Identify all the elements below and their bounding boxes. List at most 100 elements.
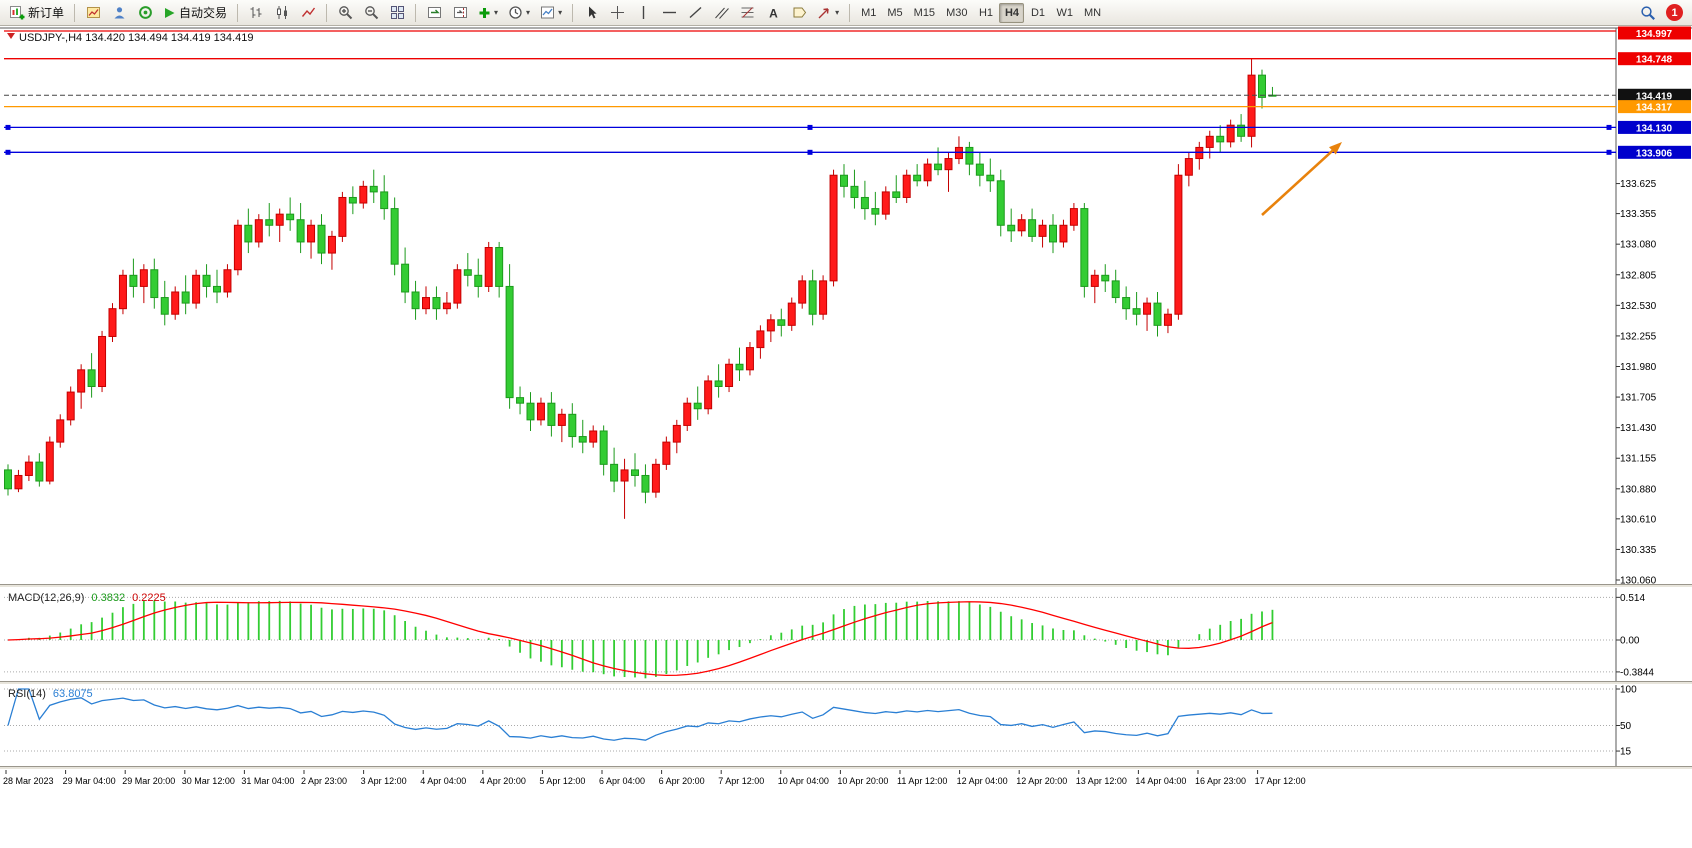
chart-shift-icon — [453, 5, 468, 20]
svg-text:131.155: 131.155 — [1620, 454, 1657, 465]
new-order-button[interactable]: 新订单 — [5, 2, 68, 24]
vertical-line-tool-button[interactable] — [631, 2, 655, 24]
cursor-tool-button[interactable] — [579, 2, 603, 24]
template-button[interactable]: ▾ — [536, 2, 566, 24]
chart-info-text: USDJPY-,H4 134.420 134.494 134.419 134.4… — [19, 32, 253, 44]
splitter-macd[interactable] — [0, 584, 1692, 588]
crosshair-tool-button[interactable] — [605, 2, 629, 24]
svg-text:133.625: 133.625 — [1620, 179, 1657, 190]
market-watch-button[interactable] — [133, 2, 157, 24]
svg-text:16 Apr 23:00: 16 Apr 23:00 — [1195, 776, 1246, 786]
svg-text:7 Apr 12:00: 7 Apr 12:00 — [718, 776, 764, 786]
add-indicator-icon — [478, 6, 491, 20]
crosshair-icon — [610, 5, 625, 20]
text-tool-button[interactable]: A — [761, 2, 785, 24]
auto-trading-button[interactable]: 自动交易 — [159, 2, 231, 24]
svg-text:6 Apr 04:00: 6 Apr 04:00 — [599, 776, 645, 786]
candlestick-mode-button[interactable] — [270, 2, 294, 24]
timeframe-m5-button[interactable]: M5 — [887, 6, 903, 19]
svg-text:131.980: 131.980 — [1620, 362, 1657, 373]
trendline-tool-button[interactable] — [683, 2, 707, 24]
toolbar-separator — [849, 3, 851, 22]
zoom-in-button[interactable] — [333, 2, 357, 24]
tile-windows-icon — [390, 5, 405, 20]
timeframe-m1-button[interactable]: M1 — [861, 6, 877, 19]
svg-text:31 Mar 04:00: 31 Mar 04:00 — [241, 776, 294, 786]
timeframe-h1-button[interactable]: H1 — [978, 6, 993, 19]
rsi-label: RSI(14) 63.8075 — [8, 688, 93, 700]
candlestick-chart-icon — [275, 5, 290, 20]
svg-text:130.610: 130.610 — [1620, 514, 1657, 525]
timeframe-h4-button[interactable]: H4 — [999, 2, 1025, 23]
timeframe-mn-button[interactable]: MN — [1083, 6, 1102, 19]
fibonacci-icon — [740, 5, 755, 20]
new-chart-button[interactable] — [81, 2, 105, 24]
svg-text:134.130: 134.130 — [1636, 123, 1673, 134]
svg-text:6 Apr 20:00: 6 Apr 20:00 — [659, 776, 705, 786]
template-icon — [540, 5, 555, 20]
rsi-panel[interactable]: 100 50 15 RSI(14) 63.8075 — [4, 685, 1637, 758]
horizontal-line-tool-button[interactable] — [657, 2, 681, 24]
label-tag-icon — [792, 5, 807, 20]
channel-tool-button[interactable] — [709, 2, 733, 24]
add-indicator-button[interactable]: ▾ — [474, 2, 502, 24]
fibonacci-tool-button[interactable] — [735, 2, 759, 24]
svg-text:-0.3844: -0.3844 — [1620, 667, 1654, 678]
time-axis[interactable]: 28 Mar 2023 29 Mar 04:00 29 Mar 20:00 30 Ma… — [3, 770, 1306, 786]
price-label-box — [1618, 120, 1691, 134]
chart-shift-button[interactable] — [448, 2, 472, 24]
svg-text:5 Apr 12:00: 5 Apr 12:00 — [539, 776, 585, 786]
price-label-box — [1618, 52, 1691, 66]
svg-text:10 Apr 04:00: 10 Apr 04:00 — [778, 776, 829, 786]
trendline-icon — [688, 5, 703, 20]
notification-badge[interactable]: 1 — [1666, 4, 1683, 21]
vertical-line-icon — [639, 5, 648, 20]
zoom-in-icon — [338, 5, 353, 20]
svg-text:133.906: 133.906 — [1636, 148, 1673, 159]
line-chart-mode-button[interactable] — [296, 2, 320, 24]
zoom-out-button[interactable] — [359, 2, 383, 24]
tile-windows-button[interactable] — [385, 2, 409, 24]
svg-text:133.080: 133.080 — [1620, 240, 1657, 251]
search-button[interactable] — [1636, 2, 1660, 24]
timeframe-m15-button[interactable]: M15 — [913, 6, 936, 19]
svg-text:130.335: 130.335 — [1620, 545, 1657, 556]
trend-arrow-annotation[interactable] — [1261, 142, 1342, 216]
period-selector-button[interactable]: ▾ — [504, 2, 534, 24]
price-label-box — [1618, 88, 1691, 102]
svg-text:12 Apr 04:00: 12 Apr 04:00 — [957, 776, 1008, 786]
toolbar-separator — [572, 3, 574, 22]
timeframe-w1-button[interactable]: W1 — [1056, 6, 1073, 19]
splitter-rsi[interactable] — [0, 681, 1692, 685]
svg-text:3 Apr 12:00: 3 Apr 12:00 — [361, 776, 407, 786]
svg-text:131.705: 131.705 — [1620, 393, 1657, 404]
shapes-tool-button[interactable]: ▾ — [813, 2, 843, 24]
timeframe-m30-button[interactable]: M30 — [946, 6, 968, 19]
timeframe-d1-button[interactable]: D1 — [1030, 6, 1045, 19]
svg-text:17 Apr 12:00: 17 Apr 12:00 — [1255, 776, 1306, 786]
svg-text:2 Apr 23:00: 2 Apr 23:00 — [301, 776, 347, 786]
svg-text:A: A — [769, 6, 778, 20]
profiles-button[interactable] — [107, 2, 131, 24]
splitter-time-axis[interactable] — [0, 766, 1692, 770]
price-axis[interactable]: 133.625 133.355 133.080 132.805 132.530 132.2… — [1616, 179, 1657, 586]
chart-plot-area[interactable] — [0, 28, 1616, 584]
bar-chart-mode-button[interactable] — [244, 2, 268, 24]
market-watch-icon — [138, 5, 153, 20]
text-label-tool-button[interactable] — [787, 2, 811, 24]
svg-text:0.514: 0.514 — [1620, 593, 1645, 604]
macd-panel[interactable]: 0.514 0.00 -0.3844 MACD(12,26,9) 0.3832 0.222… — [4, 592, 1654, 678]
chart-window-icon — [7, 33, 15, 39]
svg-text:30 Mar 12:00: 30 Mar 12:00 — [182, 776, 235, 786]
svg-text:0.00: 0.00 — [1620, 636, 1640, 647]
svg-text:10 Apr 20:00: 10 Apr 20:00 — [837, 776, 888, 786]
svg-text:4 Apr 04:00: 4 Apr 04:00 — [420, 776, 466, 786]
svg-text:4 Apr 20:00: 4 Apr 20:00 — [480, 776, 526, 786]
toolbar-separator — [237, 3, 239, 22]
price-chart-canvas[interactable]: 133.625 133.355 133.080 132.805 132.530 132.2… — [0, 26, 1692, 848]
auto-scroll-button[interactable] — [422, 2, 446, 24]
auto-trading-label: 自动交易 — [179, 6, 228, 20]
chevron-down-icon: ▾ — [526, 7, 531, 17]
new-order-label: 新订单 — [28, 6, 65, 20]
